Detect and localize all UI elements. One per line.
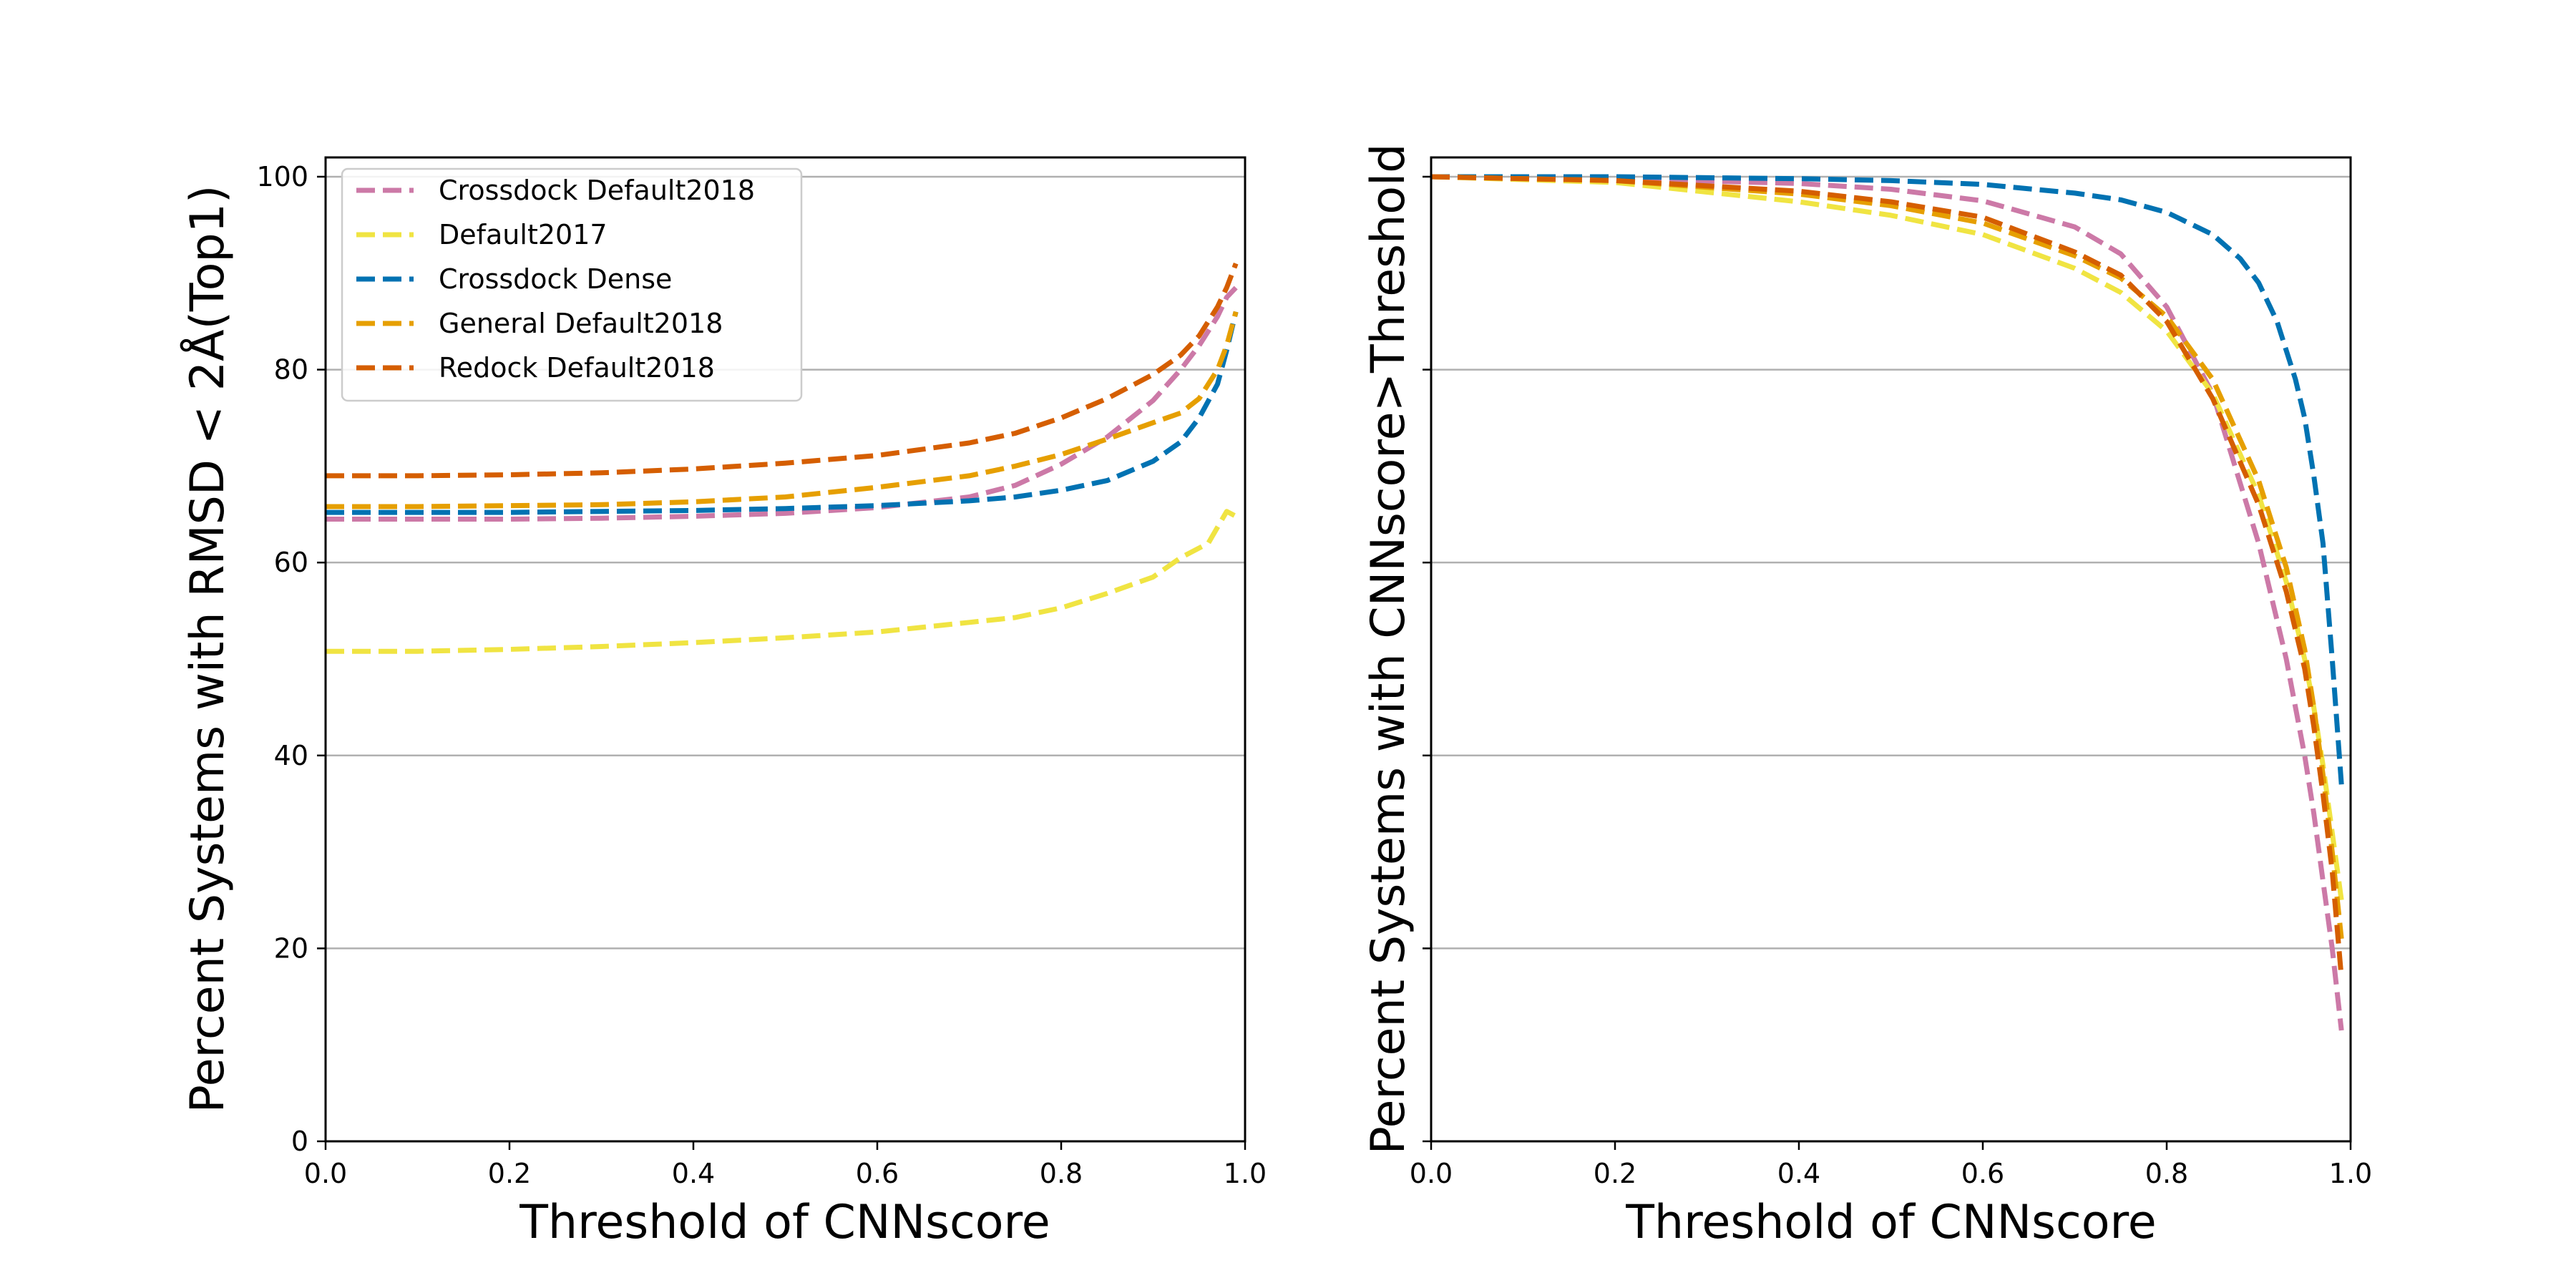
legend-entry-label: Redock Default2018 [439,352,715,384]
chart-rmsd-success: 0.0 0.2 0.4 0.6 0.8 1.0 0 20 40 60 80 100 Threshold… [180,156,1267,1249]
series-line-general-default2018 [326,311,1239,509]
x-tick-label: 0.2 [1594,1158,1636,1189]
chart-0-ticks: 0.0 0.2 0.4 0.6 0.8 1.0 0 20 40 60 80 100 [256,161,1267,1189]
y-tick-label: 0 [291,1126,308,1157]
series-line-crossdock-default2018 [326,286,1238,522]
chart-1-plot-frame [1430,156,2352,1143]
series-line-crossdock-dense [326,311,1239,515]
legend-entry-label: General Default2018 [439,308,723,339]
y-tick-label: 20 [274,932,308,964]
y-tick-label: 40 [274,740,308,771]
chart-0-x-axis-label: Threshold of CNNscore [519,1196,1050,1249]
chart-0-y-axis-label: Percent Systems with RMSD < 2Å(Top1) [180,185,235,1113]
chart-1-series-lines [1430,174,2344,1031]
chart-1-x-axis-label: Threshold of CNNscore [1625,1196,2157,1249]
series-line-general-default2018 [1430,174,2344,940]
x-tick-label: 0.0 [1410,1158,1453,1189]
x-tick-label: 0.8 [2145,1158,2188,1189]
series-line-redock-default2018 [326,263,1239,479]
legend-entry-label: Crossdock Default2018 [439,175,755,206]
chart-1-y-axis-label: Percent Systems with CNNscore>Threshold [1362,144,1415,1155]
chart-0-plot-frame [324,156,1246,1143]
x-tick-label: 1.0 [2329,1158,2372,1189]
x-tick-label: 0.4 [1777,1158,1820,1189]
chart-1-ticks: 0.0 0.2 0.4 0.6 0.8 1.0 [1410,175,2372,1189]
chart-cnnscore-coverage: 0.0 0.2 0.4 0.6 0.8 1.0 Threshold of CNNscore… [1362,144,2372,1249]
y-tick-label: 100 [256,161,308,192]
x-tick-label: 0.0 [304,1158,347,1189]
series-line-default2017 [1430,174,2344,901]
y-tick-label: 60 [274,547,308,578]
series-line-default2017 [326,509,1237,654]
series-line-redock-default2018 [1430,174,2344,978]
chart-0-legend: Crossdock Default2018 Default2017 Crossdoc… [341,167,803,402]
series-line-crossdock-dense [1431,174,2344,785]
legend-entry-label: Default2017 [439,219,608,250]
legend-entry-label: Crossdock Dense [439,263,672,295]
x-tick-label: 1.0 [1224,1158,1267,1189]
x-tick-label: 0.2 [488,1158,531,1189]
legend-box [341,167,803,402]
y-tick-label: 80 [274,354,308,386]
x-tick-label: 0.4 [672,1158,715,1189]
x-tick-label: 0.6 [1961,1158,2004,1189]
x-tick-label: 0.6 [856,1158,899,1189]
x-tick-label: 0.8 [1040,1158,1083,1189]
chart-0-series-lines [326,263,1239,654]
